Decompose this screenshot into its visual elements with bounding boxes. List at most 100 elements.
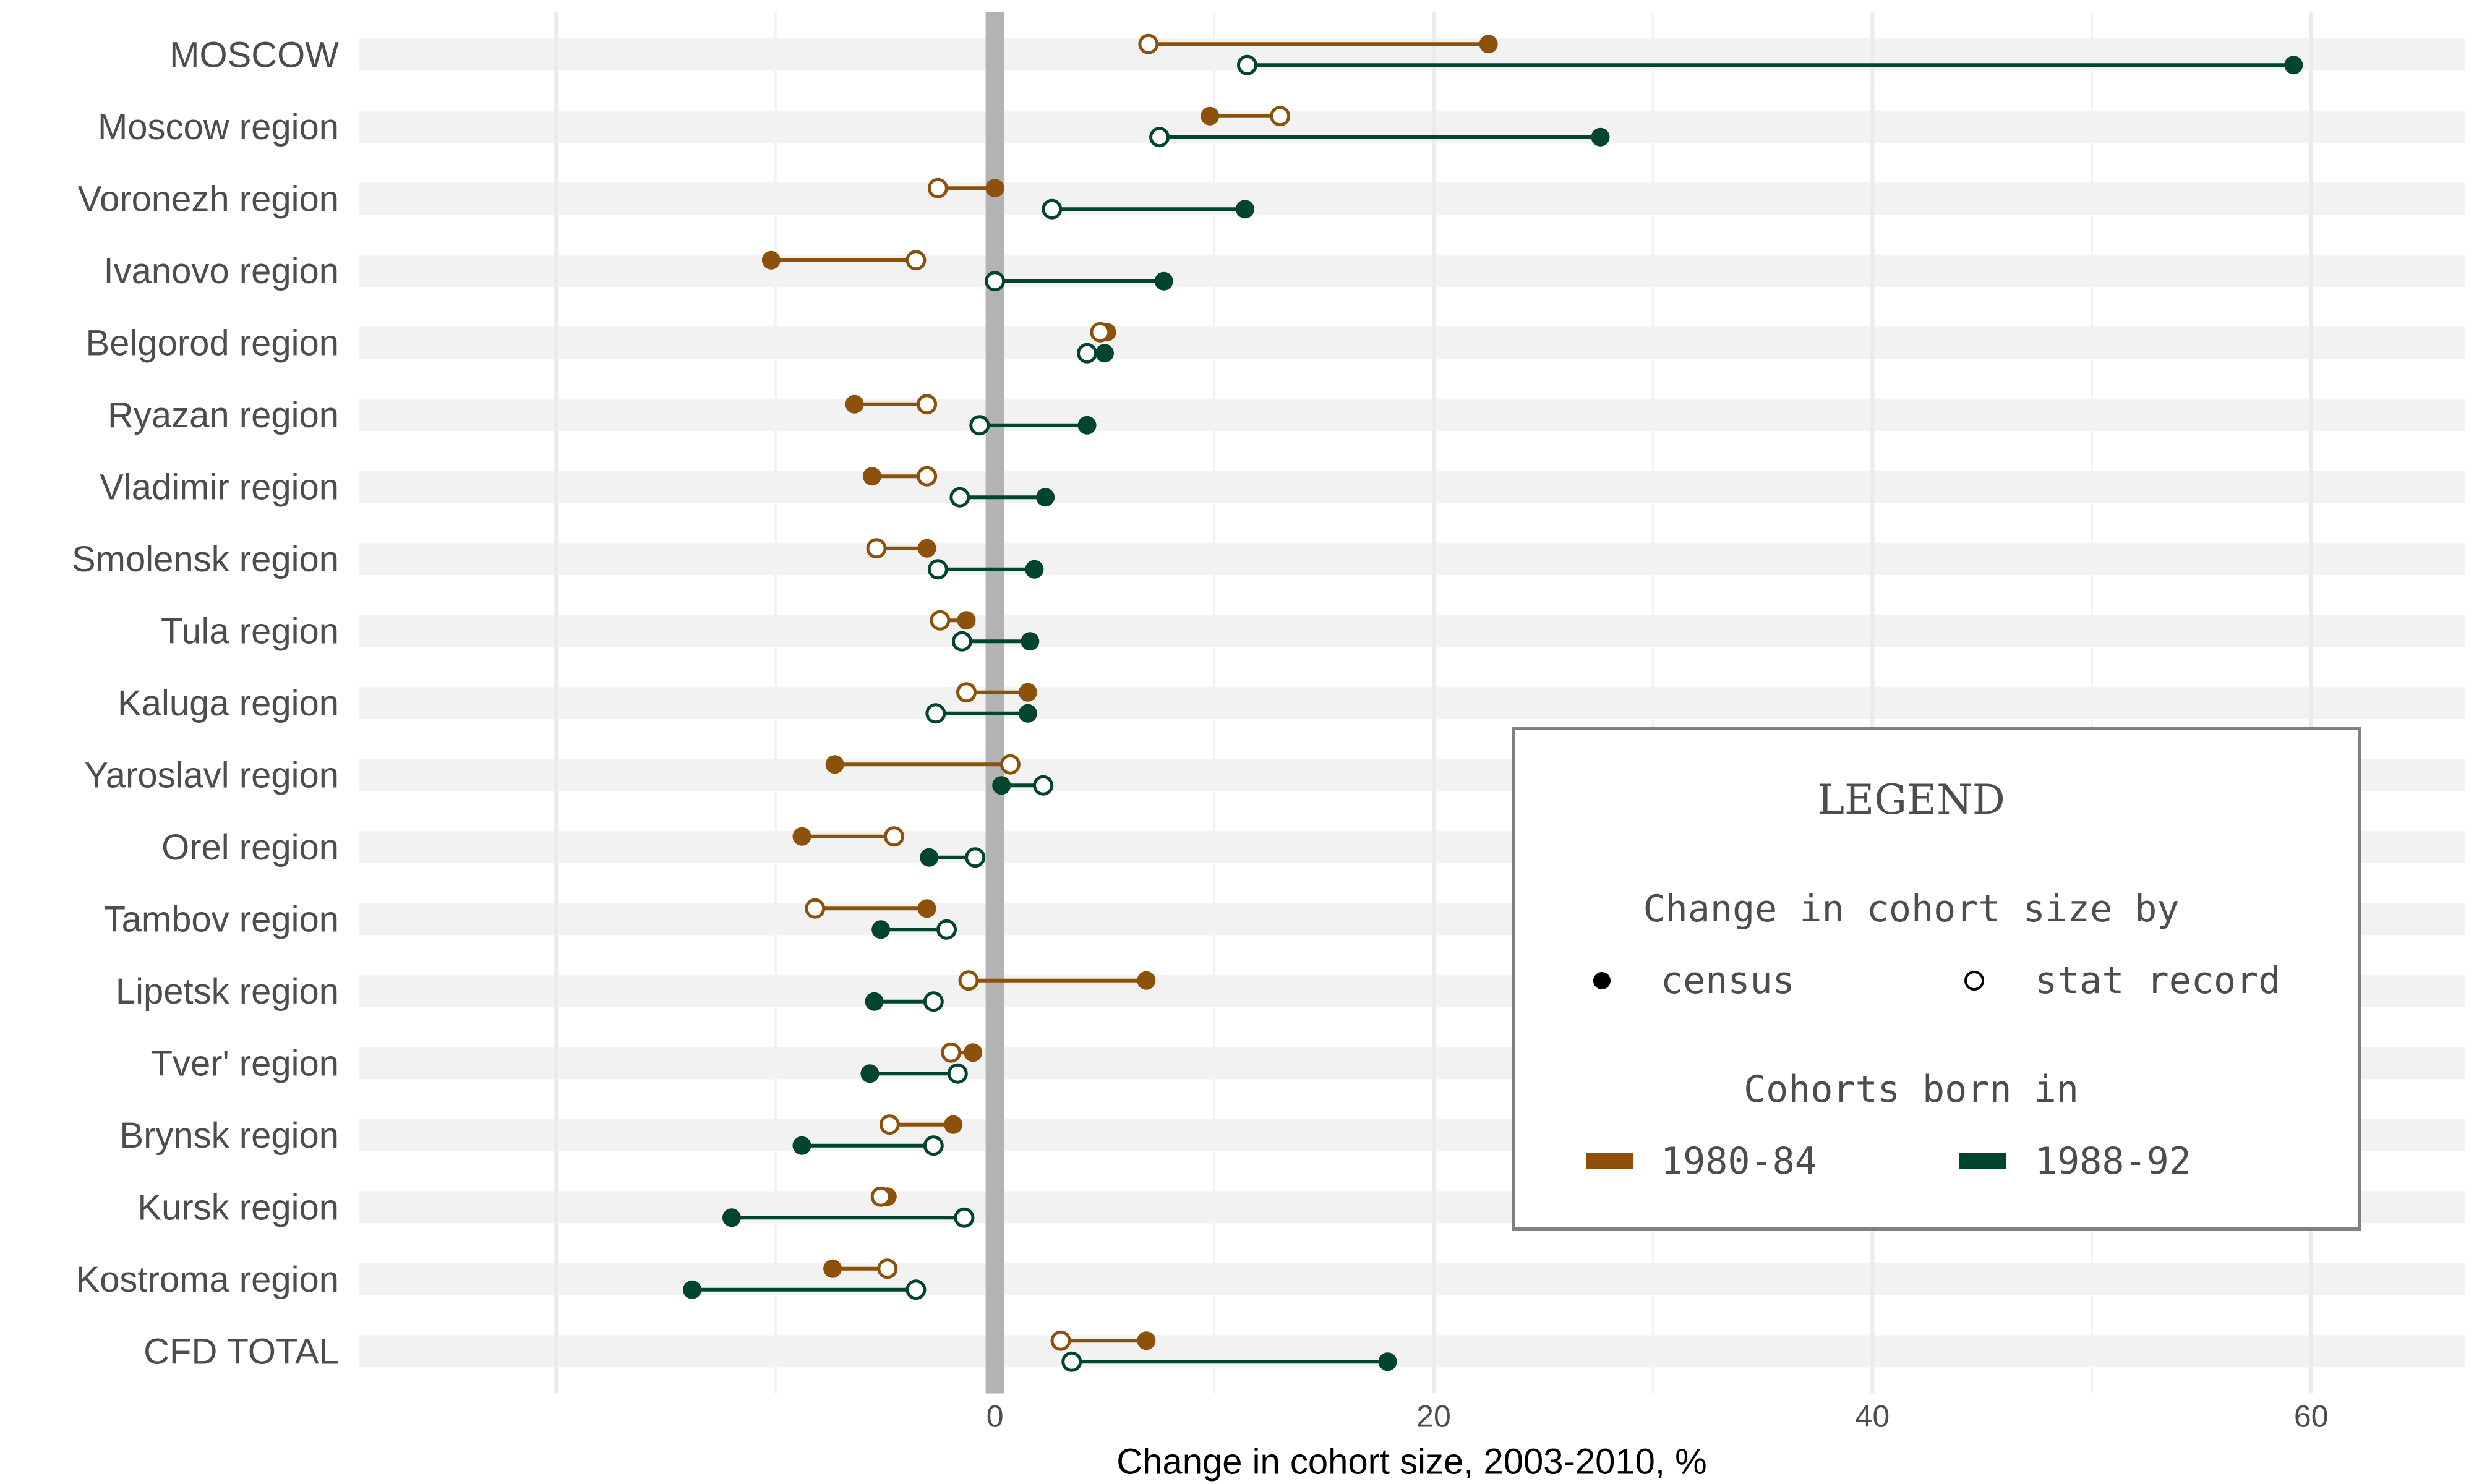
region-label-kaluga-region: Kaluga region bbox=[118, 683, 339, 723]
region-label-orel-region: Orel region bbox=[161, 827, 339, 868]
legend-1980-84-swatch bbox=[1586, 1153, 1633, 1169]
stat-record-point-tula-region-1988-92 bbox=[951, 631, 972, 652]
census-point-moscow-1988-92 bbox=[2284, 56, 2303, 75]
stat-record-point-moscow-region-1988-92 bbox=[1149, 127, 1170, 148]
census-point-tula-region-1980-84 bbox=[957, 611, 976, 630]
census-point-yaroslavl-region-1980-84 bbox=[825, 755, 844, 774]
row-band-kostroma-region bbox=[359, 1263, 2465, 1295]
legend-stat-record-marker bbox=[1964, 971, 1984, 991]
region-label-belgorod-region: Belgorod region bbox=[85, 323, 339, 363]
stat-record-point-ivanovo-region-1980-84 bbox=[905, 250, 927, 271]
row-band-ivanovo-region bbox=[359, 254, 2465, 287]
region-label-tver-region: Tver' region bbox=[151, 1043, 339, 1083]
region-label-ivanovo-region: Ivanovo region bbox=[104, 251, 339, 291]
census-point-tver-region-1988-92 bbox=[860, 1064, 880, 1083]
x-tick-label-60: 60 bbox=[2294, 1399, 2329, 1434]
stat-record-point-kursk-region-1980-84 bbox=[870, 1186, 891, 1207]
census-point-moscow-region-1988-92 bbox=[1591, 127, 1610, 147]
x-tick-label-40: 40 bbox=[1856, 1399, 1890, 1434]
legend-shape-title: Change in cohort size by bbox=[1643, 887, 2180, 931]
stat-record-point-tambov-region-1988-92 bbox=[936, 919, 957, 940]
census-point-brynsk-region-1980-84 bbox=[944, 1115, 963, 1134]
stat-record-point-orel-region-1988-92 bbox=[965, 847, 986, 868]
stat-record-point-tambov-region-1980-84 bbox=[805, 898, 826, 919]
census-point-tula-region-1988-92 bbox=[1021, 632, 1040, 651]
legend-census-label: census bbox=[1661, 959, 1795, 1002]
row-band-vladimir-region bbox=[359, 471, 2465, 503]
region-label-ryazan-region: Ryazan region bbox=[108, 395, 339, 435]
stat-record-point-lipetsk-region-1980-84 bbox=[958, 970, 979, 991]
legend-census-marker bbox=[1593, 972, 1611, 989]
region-label-kursk-region: Kursk region bbox=[137, 1187, 339, 1227]
census-point-vladimir-region-1988-92 bbox=[1036, 488, 1055, 507]
stat-record-point-kursk-region-1988-92 bbox=[954, 1207, 975, 1228]
x-tick-label-0: 0 bbox=[987, 1399, 1004, 1434]
region-label-voronezh-region: Voronezh region bbox=[78, 179, 339, 219]
census-point-lipetsk-region-1988-92 bbox=[865, 992, 884, 1011]
census-point-moscow-1980-84 bbox=[1479, 35, 1498, 54]
region-label-moscow-region: Moscow region bbox=[98, 107, 339, 147]
x-axis-title: Change in cohort size, 2003-2010, % bbox=[1116, 1442, 1706, 1482]
stat-record-point-orel-region-1980-84 bbox=[883, 826, 904, 847]
region-label-yaroslavl-region: Yaroslavl region bbox=[84, 755, 339, 795]
census-point-belgorod-region-1988-92 bbox=[1095, 344, 1114, 363]
census-point-lipetsk-region-1980-84 bbox=[1137, 971, 1156, 990]
census-point-kaluga-region-1988-92 bbox=[1018, 704, 1037, 723]
census-point-orel-region-1980-84 bbox=[792, 827, 811, 846]
stat-record-point-vladimir-region-1980-84 bbox=[917, 466, 938, 487]
stat-record-point-smolensk-region-1980-84 bbox=[866, 538, 887, 559]
stat-record-point-lipetsk-region-1988-92 bbox=[923, 991, 944, 1012]
legend-1980-84-label: 1980-84 bbox=[1661, 1140, 1817, 1183]
row-band-cfd-total bbox=[359, 1335, 2465, 1368]
census-point-kostroma-region-1988-92 bbox=[683, 1280, 702, 1299]
stat-record-point-cfd-total-1980-84 bbox=[1050, 1330, 1071, 1351]
stat-record-point-moscow-1988-92 bbox=[1236, 54, 1257, 75]
legend-stat-record-label: stat record bbox=[2035, 959, 2280, 1002]
stat-record-point-moscow-region-1980-84 bbox=[1270, 106, 1291, 127]
region-label-vladimir-region: Vladimir region bbox=[100, 467, 339, 507]
legend-box bbox=[1512, 727, 2361, 1231]
stat-record-point-brynsk-region-1980-84 bbox=[879, 1114, 900, 1135]
row-band-kaluga-region bbox=[359, 686, 2465, 719]
stat-record-point-ivanovo-region-1988-92 bbox=[985, 271, 1006, 292]
stat-record-point-kostroma-region-1988-92 bbox=[905, 1279, 927, 1300]
region-label-lipetsk-region: Lipetsk region bbox=[116, 971, 339, 1012]
census-point-orel-region-1988-92 bbox=[920, 848, 939, 867]
stat-record-point-tver-region-1980-84 bbox=[941, 1042, 962, 1063]
census-point-ryazan-region-1988-92 bbox=[1077, 416, 1097, 435]
census-point-kursk-region-1988-92 bbox=[722, 1208, 741, 1227]
stat-record-point-belgorod-region-1980-84 bbox=[1090, 322, 1111, 343]
census-point-tver-region-1980-84 bbox=[964, 1043, 983, 1062]
census-point-kostroma-region-1980-84 bbox=[823, 1259, 842, 1278]
legend-color-title: Cohorts born in bbox=[1744, 1068, 2079, 1111]
stat-record-point-kaluga-region-1980-84 bbox=[956, 682, 977, 703]
stat-record-point-vladimir-region-1988-92 bbox=[949, 487, 970, 508]
legend-1988-92-label: 1988-92 bbox=[2035, 1140, 2191, 1183]
stat-record-point-cfd-total-1988-92 bbox=[1061, 1351, 1082, 1372]
row-band-belgorod-region bbox=[359, 326, 2465, 359]
census-point-tambov-region-1988-92 bbox=[871, 920, 891, 939]
stat-record-point-kaluga-region-1988-92 bbox=[925, 703, 946, 724]
stat-record-point-yaroslavl-region-1980-84 bbox=[999, 754, 1021, 775]
census-point-vladimir-region-1980-84 bbox=[862, 467, 881, 486]
census-point-voronezh-region-1980-84 bbox=[985, 179, 1004, 198]
stat-record-point-belgorod-region-1988-92 bbox=[1077, 343, 1098, 364]
legend: LEGEND Change in cohort size by census s… bbox=[1512, 727, 2361, 1231]
region-label-smolensk-region: Smolensk region bbox=[72, 539, 339, 579]
stat-record-point-ryazan-region-1980-84 bbox=[917, 394, 938, 415]
row-band-voronezh-region bbox=[359, 182, 2465, 215]
region-label-cfd-total: CFD TOTAL bbox=[143, 1331, 339, 1371]
region-label-moscow: MOSCOW bbox=[169, 35, 339, 75]
stat-record-point-tula-region-1980-84 bbox=[930, 610, 951, 631]
stat-record-point-voronezh-region-1980-84 bbox=[927, 177, 948, 198]
census-point-kaluga-region-1980-84 bbox=[1018, 683, 1037, 702]
stat-record-point-moscow-1980-84 bbox=[1138, 33, 1159, 54]
census-point-cfd-total-1988-92 bbox=[1378, 1352, 1397, 1371]
stat-record-point-kostroma-region-1980-84 bbox=[877, 1258, 898, 1279]
row-band-ryazan-region bbox=[359, 398, 2465, 431]
census-point-tambov-region-1980-84 bbox=[917, 899, 936, 918]
stat-record-point-tver-region-1988-92 bbox=[947, 1063, 968, 1084]
census-point-voronezh-region-1988-92 bbox=[1235, 200, 1254, 219]
region-label-brynsk-region: Brynsk region bbox=[119, 1115, 339, 1156]
